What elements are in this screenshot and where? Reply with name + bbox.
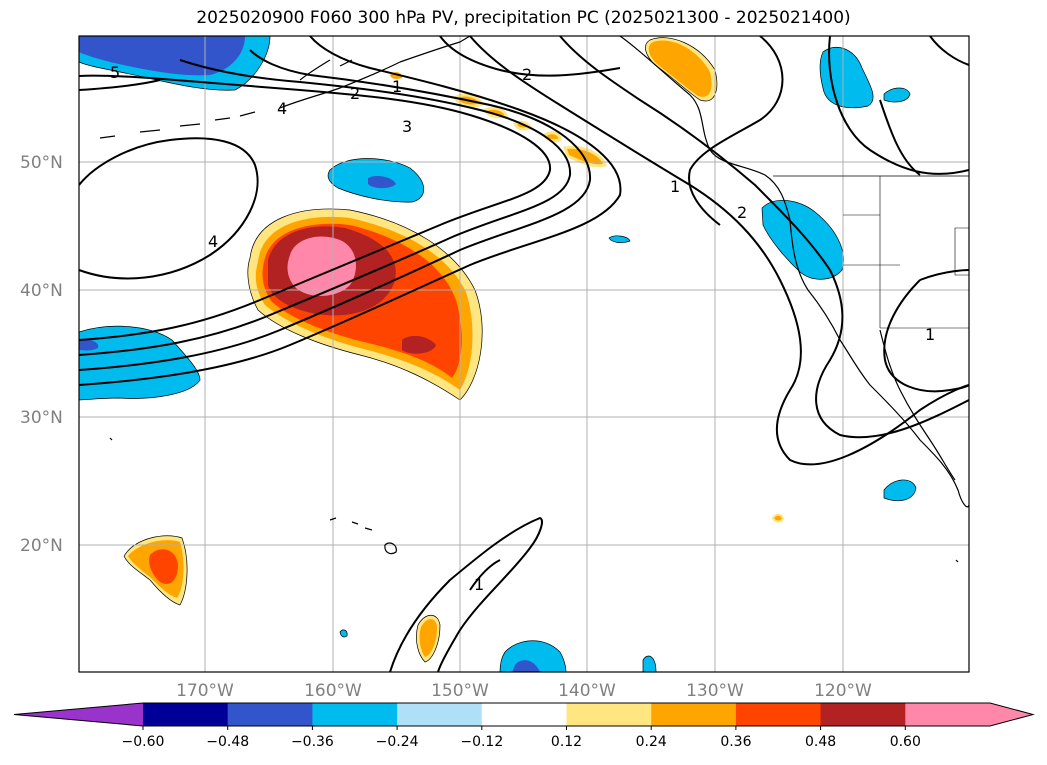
pv-contours [79,36,969,672]
colorbar-segment [905,703,991,726]
longitude-labels: 170°W 160°W 150°W 140°W 130°W 120°W [176,681,872,701]
precip-positive-blob-north [645,37,718,102]
plot-area [79,36,969,672]
precip-positive-blob-central [247,208,483,401]
colorbar-tick-label: −0.48 [206,734,249,750]
lon-label: 160°W [304,681,362,701]
lat-label: 20°N [20,536,63,556]
colorbar-segment [481,703,567,726]
precip-positive-blob-south [416,614,441,663]
pv-label: 1 [670,177,680,196]
lat-label: 30°N [20,408,63,428]
plot-frame [78,35,970,673]
pv-contour-labels: 5 4 3 2 1 2 4 2 1 1 1 [110,63,935,594]
colorbar-tick-label: 0.48 [805,734,836,750]
colorbar-extend-max [990,703,1033,726]
pv-label: 1 [925,325,935,344]
colorbar-segment [820,703,906,726]
lat-label: 40°N [20,281,63,301]
colorbar-segment [651,703,737,726]
colorbar-tick-label: 0.12 [551,734,582,750]
pv-label: 3 [402,117,412,136]
lon-label: 170°W [176,681,234,701]
precip-positive-streak [390,72,785,523]
precip-negative-blob-se [339,235,917,672]
colorbar-tick-label: −0.36 [291,734,334,750]
pv-label: 4 [208,232,218,251]
colorbar-tick-label: 0.60 [890,734,921,750]
colorbar-tick-label: 0.36 [720,734,751,750]
colorbar-segment [227,703,313,726]
precip-negative-blob-nw [79,36,271,91]
map-title: 2025020900 F060 300 hPa PV, precipitatio… [196,8,851,28]
lat-label: 50°N [20,153,63,173]
colorbar-segment [312,703,398,726]
precip-positive-blob-sw [123,535,188,606]
colorbar-segment [143,703,229,726]
colorbar-segment [397,703,483,726]
colorbar-tick-label: 0.24 [636,734,667,750]
pv-label: 2 [350,84,360,103]
precip-negative-blob-mid [327,158,425,203]
latitude-labels: 50°N 40°N 30°N 20°N [20,153,63,556]
colorbar-segment [566,703,652,726]
pv-label: 1 [392,77,402,96]
lon-label: 120°W [814,681,872,701]
pv-label: 2 [737,203,747,222]
coastlines [99,36,969,563]
colorbar-tick-label: −0.12 [460,734,503,750]
pv-label: 1 [474,575,484,594]
colorbar-segment [735,703,822,726]
pv-label: 5 [110,63,120,82]
lon-label: 150°W [431,681,489,701]
pv-label: 2 [522,65,532,84]
lon-label: 140°W [558,681,616,701]
colorbar-extend-min [14,703,143,726]
colorbar: −0.60 −0.48 −0.36 −0.24 −0.12 0.12 0.24 0.36 0.4… [13,702,1035,750]
colorbar-tick-label: −0.60 [122,734,165,750]
pv-label: 4 [277,99,287,118]
lon-label: 130°W [686,681,744,701]
colorbar-tick-label: −0.24 [376,734,419,750]
